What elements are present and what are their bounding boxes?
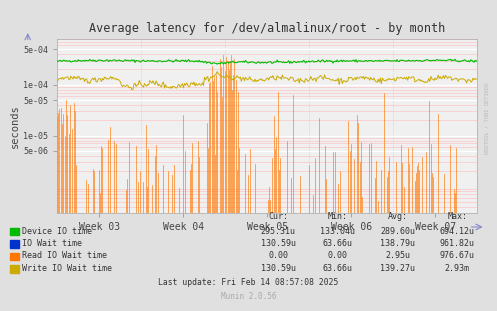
Text: 63.66u: 63.66u xyxy=(323,239,353,248)
Text: Last update: Fri Feb 14 08:57:08 2025: Last update: Fri Feb 14 08:57:08 2025 xyxy=(159,277,338,286)
Text: Cur:: Cur: xyxy=(268,212,288,221)
Text: 295.31u: 295.31u xyxy=(261,227,296,235)
Text: 0.00: 0.00 xyxy=(268,252,288,260)
Text: Avg:: Avg: xyxy=(388,212,408,221)
Text: IO Wait time: IO Wait time xyxy=(22,239,82,248)
Text: RRDTOOL / TOBI OETIKER: RRDTOOL / TOBI OETIKER xyxy=(485,82,490,154)
Text: Munin 2.0.56: Munin 2.0.56 xyxy=(221,292,276,301)
Text: 961.82u: 961.82u xyxy=(440,239,475,248)
Text: Device IO time: Device IO time xyxy=(22,227,92,235)
Text: 63.66u: 63.66u xyxy=(323,264,353,273)
Title: Average latency for /dev/almalinux/root - by month: Average latency for /dev/almalinux/root … xyxy=(89,22,445,35)
Y-axis label: seconds: seconds xyxy=(10,104,20,148)
Text: 133.04u: 133.04u xyxy=(321,227,355,235)
Text: 694.12u: 694.12u xyxy=(440,227,475,235)
Text: 138.79u: 138.79u xyxy=(380,239,415,248)
Text: 130.59u: 130.59u xyxy=(261,264,296,273)
Text: 130.59u: 130.59u xyxy=(261,239,296,248)
Text: 139.27u: 139.27u xyxy=(380,264,415,273)
Text: Min:: Min: xyxy=(328,212,348,221)
Text: 289.60u: 289.60u xyxy=(380,227,415,235)
Text: 0.00: 0.00 xyxy=(328,252,348,260)
Text: Write IO Wait time: Write IO Wait time xyxy=(22,264,112,273)
Text: Max:: Max: xyxy=(447,212,467,221)
Text: 976.67u: 976.67u xyxy=(440,252,475,260)
Text: 2.95u: 2.95u xyxy=(385,252,410,260)
Text: 2.93m: 2.93m xyxy=(445,264,470,273)
Text: Read IO Wait time: Read IO Wait time xyxy=(22,252,107,260)
